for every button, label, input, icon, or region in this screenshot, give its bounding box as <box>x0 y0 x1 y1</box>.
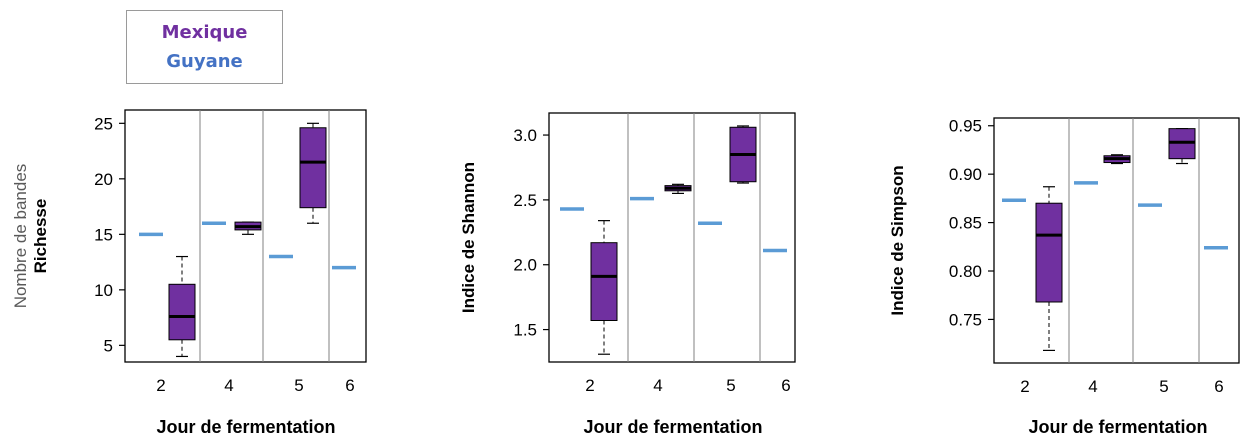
legend-item-mexique: Mexique <box>161 22 248 43</box>
panel1-ytick-label: 5 <box>104 336 113 355</box>
panel1-ytick-label: 25 <box>94 114 113 133</box>
panel1-xlabel: Jour de fermentation <box>156 417 335 437</box>
panel3-ytick-label: 0.90 <box>949 165 982 184</box>
panel1-ylabel: Nombre de bandes <box>11 164 30 309</box>
panel3-xlabel: Jour de fermentation <box>1028 417 1207 437</box>
legend: Mexique Guyane <box>126 10 283 84</box>
panel2-ytick-label: 2.0 <box>513 256 537 275</box>
legend-item-guyane: Guyane <box>166 51 243 72</box>
panel3-xtick-label: 2 <box>1020 377 1029 396</box>
panel3-frame <box>993 117 1240 364</box>
panel1-xtick-label: 2 <box>156 376 165 395</box>
panel2-ytick-label: 1.5 <box>513 321 537 340</box>
panel2-ytick-label: 3.0 <box>513 126 537 145</box>
panel1-ylabel: Richesse <box>31 199 50 274</box>
panel2-xtick-label: 5 <box>726 376 735 395</box>
panel2-xtick-label: 4 <box>653 376 662 395</box>
panel2-frame <box>548 112 796 363</box>
panel1-ytick-label: 15 <box>94 225 113 244</box>
panel3-xtick-label: 4 <box>1088 377 1097 396</box>
panel3-ylabel: Indice de Simpson <box>888 165 907 315</box>
panel3-xtick-label: 5 <box>1159 377 1168 396</box>
panel3-ytick-label: 0.95 <box>949 117 982 136</box>
panel2-mexique-box <box>590 242 618 321</box>
panel1-ytick-label: 20 <box>94 170 113 189</box>
panel2-ytick-label: 2.5 <box>513 191 537 210</box>
panel3-ytick-label: 0.85 <box>949 214 982 233</box>
panel2-ylabel: Indice de Shannon <box>459 162 478 313</box>
panel1-ytick-label: 10 <box>94 281 113 300</box>
panel2-xlabel: Jour de fermentation <box>583 417 762 437</box>
panel3-mexique-box <box>1035 202 1063 303</box>
panel1-mexique-box <box>168 283 196 341</box>
panel1-frame <box>124 109 367 363</box>
panel3-ytick-label: 0.75 <box>949 310 982 329</box>
panel3-xtick-label: 6 <box>1214 377 1223 396</box>
panel2-xtick-label: 6 <box>781 376 790 395</box>
panel1-xtick-label: 5 <box>294 376 303 395</box>
panel1-mexique-box <box>299 127 327 209</box>
panel1-xtick-label: 6 <box>345 376 354 395</box>
panel2-xtick-label: 2 <box>585 376 594 395</box>
panel1-xtick-label: 4 <box>224 376 233 395</box>
panel3-ytick-label: 0.80 <box>949 262 982 281</box>
